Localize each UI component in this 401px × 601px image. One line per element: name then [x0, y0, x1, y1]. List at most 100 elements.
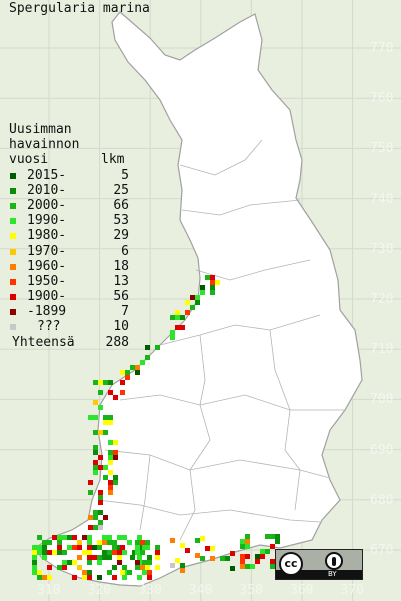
observation-square — [155, 345, 160, 350]
observation-square — [98, 490, 103, 495]
legend-swatch — [10, 324, 16, 331]
observation-square — [32, 550, 37, 555]
observation-square — [98, 500, 103, 505]
observation-square — [210, 285, 215, 290]
observation-square — [32, 565, 37, 570]
observation-square — [265, 534, 270, 539]
observation-square — [98, 465, 103, 470]
observation-square — [42, 555, 47, 560]
x-axis-label: 340 — [188, 583, 213, 598]
y-axis-label: 760 — [370, 91, 394, 107]
observation-square — [107, 550, 112, 555]
observation-square — [88, 490, 93, 495]
observation-square — [82, 570, 87, 575]
observation-square — [147, 570, 152, 575]
legend-row: 2010- 25 — [9, 183, 139, 198]
legend-swatch — [10, 263, 16, 270]
legend-count-heading: lkm — [101, 152, 125, 168]
observation-square — [37, 570, 42, 575]
observation-square — [98, 380, 103, 385]
legend-year-heading: vuosi — [9, 152, 49, 168]
observation-square — [265, 549, 270, 554]
observation-square — [155, 545, 160, 550]
observation-square — [93, 465, 98, 470]
observation-square — [245, 544, 250, 549]
observation-dots — [32, 275, 280, 580]
legend-row: 1970- 6 — [9, 244, 139, 259]
legend-row-count: 53 — [113, 213, 129, 229]
observation-square — [130, 555, 135, 560]
observation-square — [127, 540, 132, 545]
observation-square — [175, 310, 180, 315]
observation-square — [57, 540, 62, 545]
observation-square — [255, 554, 260, 559]
observation-square — [97, 575, 102, 580]
observation-square — [240, 564, 245, 569]
y-axis-label: 770 — [370, 41, 394, 56]
observation-square — [240, 544, 245, 549]
observation-square — [108, 450, 113, 455]
observation-square — [170, 315, 175, 320]
observation-square — [72, 545, 77, 550]
observation-square — [117, 535, 122, 540]
legend-row-count: 6 — [121, 243, 129, 259]
observation-square — [137, 535, 142, 540]
legend-swatch — [10, 309, 16, 316]
observation-square — [200, 285, 205, 290]
observation-square — [47, 550, 52, 555]
observation-square — [145, 540, 150, 545]
legend-swatch — [10, 187, 16, 194]
observation-square — [113, 455, 118, 460]
observation-square — [175, 325, 180, 330]
legend-row-count: 10 — [113, 319, 129, 335]
observation-square — [57, 545, 62, 550]
observation-square — [52, 550, 57, 555]
observation-square — [98, 520, 103, 525]
cc-license-badge[interactable]: cc BY — [275, 549, 363, 580]
observation-square — [62, 565, 67, 570]
legend-swatch — [10, 294, 16, 301]
observation-square — [135, 365, 140, 370]
attribution-icon — [325, 552, 343, 570]
observation-square — [47, 565, 52, 570]
legend-row-count: 5 — [121, 167, 129, 183]
observation-square — [62, 550, 67, 555]
observation-square — [180, 568, 185, 573]
observation-square — [120, 370, 125, 375]
observation-square — [108, 470, 113, 475]
observation-square — [275, 539, 280, 544]
legend-row-count: 18 — [113, 258, 129, 274]
observation-square — [93, 380, 98, 385]
legend: Uusimman havainnon vuosi lkm 2015- 5 2010-… — [9, 122, 139, 350]
observation-square — [147, 555, 152, 560]
observation-square — [195, 538, 200, 543]
observation-square — [108, 485, 113, 490]
species-title: Spergularia marina — [9, 1, 150, 16]
observation-square — [32, 555, 37, 560]
observation-square — [210, 290, 215, 295]
x-axis-label: 350 — [239, 583, 263, 598]
observation-square — [42, 575, 47, 580]
observation-square — [107, 570, 112, 575]
observation-square — [112, 575, 117, 580]
observation-square — [145, 565, 150, 570]
observation-square — [130, 365, 135, 370]
observation-square — [92, 555, 97, 560]
observation-square — [98, 390, 103, 395]
observation-square — [77, 565, 82, 570]
observation-square — [117, 545, 122, 550]
legend-row-label: 2015- — [27, 167, 67, 183]
observation-square — [103, 415, 108, 420]
observation-square — [200, 556, 205, 561]
x-axis-label: 320 — [87, 583, 112, 598]
observation-square — [102, 540, 107, 545]
observation-square — [113, 395, 118, 400]
y-axis-label: 740 — [370, 191, 394, 207]
observation-square — [37, 575, 42, 580]
legend-row-count: 13 — [113, 273, 129, 289]
observation-square — [125, 370, 130, 375]
observation-square — [77, 555, 82, 560]
observation-square — [88, 515, 93, 520]
observation-square — [200, 536, 205, 541]
observation-square — [72, 560, 77, 565]
